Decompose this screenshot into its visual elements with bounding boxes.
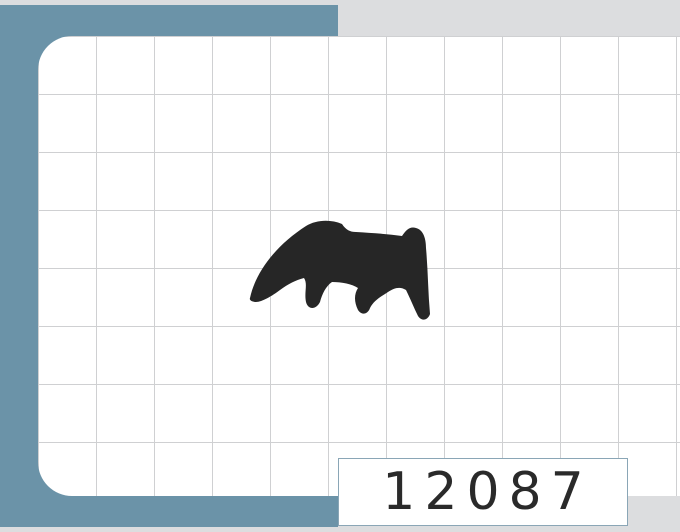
id-number: 12087	[382, 462, 593, 522]
animal-silhouette-icon	[249, 220, 430, 320]
id-label-box: 12087	[338, 458, 628, 526]
